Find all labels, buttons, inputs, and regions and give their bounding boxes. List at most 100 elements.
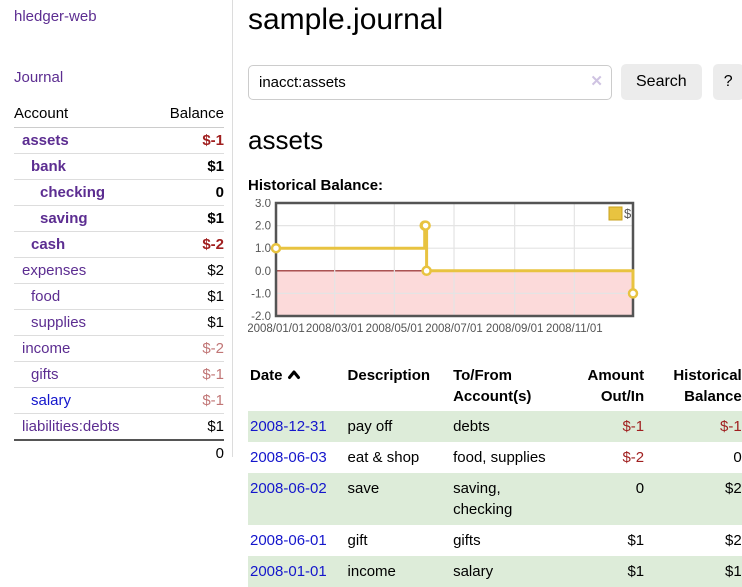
clear-search-icon[interactable]: ✕ [590,72,603,90]
plot-border [274,201,635,318]
transaction-date-link[interactable]: 2008-06-02 [250,480,327,497]
register-header-amount: Amount Out/In [587,367,645,405]
register-header-description: Description [347,367,431,384]
account-row: gifts $-1 [14,361,224,388]
main-content: sample.journal ✕ Search ? assets Histori… [233,0,742,587]
account-link[interactable]: liabilities:debts [22,418,120,435]
x-tick-label: 2008/03/01 [306,323,364,335]
x-tick-label: 2008/07/01 [425,323,483,335]
account-balance: $-1 [152,361,224,388]
account-row: income $-2 [14,335,224,362]
transaction-date-link[interactable]: 2008-12-31 [250,418,327,435]
register-header-date-label: Date [250,367,283,384]
account-row: saving $1 [14,205,224,232]
account-balance: 0 [152,179,224,206]
account-link[interactable]: gifts [31,366,59,383]
account-row: liabilities:debts $1 [14,413,224,440]
transaction-date-link[interactable]: 2008-06-01 [250,532,327,549]
legend-label: $ [624,206,632,221]
app-brand-link[interactable]: hledger-web [14,8,97,25]
transaction-row: 2008-06-01 gift gifts $1 $2 [248,525,742,556]
transaction-date-cell: 2008-06-03 [248,442,346,473]
y-tick-label: -2.0 [251,311,271,323]
transaction-balance: $-1 [720,418,742,435]
register-header-accounts: To/From Account(s) [453,367,532,405]
transaction-row: 2008-12-31 pay off debts $-1 $-1 [248,411,742,442]
transaction-row: 2008-06-03 eat & shop food, supplies $-2 0 [248,442,742,473]
transaction-date-cell: 2008-06-02 [248,473,346,525]
account-balance: $1 [152,283,224,310]
transaction-balance: $2 [725,532,742,549]
transaction-amount: $1 [627,563,645,580]
help-button[interactable]: ? [712,64,742,100]
accounts-header-balance: Balance [169,105,224,122]
accounts-total-row: 0 [14,439,224,466]
register-header-balance: Historical Balance [673,367,742,405]
account-link[interactable]: saving [40,210,88,227]
y-tick-label: 1.0 [255,243,271,255]
account-row: supplies $1 [14,309,224,336]
account-link[interactable]: assets [22,132,69,149]
data-point [270,242,282,254]
transaction-accounts: gifts [453,532,481,549]
accounts-table-body: assets $-1 bank $1 checking 0 saving $1 cash $-2 e… [14,127,224,440]
account-link[interactable]: supplies [31,314,87,331]
transaction-description: income [347,563,396,580]
account-link[interactable]: expenses [22,262,87,279]
y-tick-label: 0.0 [255,266,271,278]
account-row: salary $-1 [14,387,224,414]
transaction-amount: $-2 [622,449,645,466]
sidebar-item-journal[interactable]: Journal [14,69,64,86]
account-balance: $-1 [152,127,224,154]
search-button[interactable]: Search [621,64,702,100]
account-row: checking 0 [14,179,224,206]
account-row: cash $-2 [14,231,224,258]
account-link[interactable]: salary [31,392,72,409]
transaction-amount: $-1 [622,418,645,435]
account-link[interactable]: food [31,288,61,305]
transaction-row: 2008-06-02 save saving, checking 0 $2 [248,473,742,525]
transaction-date-link[interactable]: 2008-01-01 [250,563,327,580]
accounts-table: Account Balance assets $-1 bank $1 checking 0… [14,102,224,466]
page-title: sample.journal [248,3,444,36]
account-balance: $-1 [152,387,224,414]
legend-swatch [608,206,623,221]
account-link[interactable]: bank [31,158,67,175]
data-point [421,265,432,277]
transaction-amount: $1 [627,532,645,549]
search-box: ✕ [248,64,612,100]
x-tick-label: 2008/11/01 [546,323,603,335]
account-balance: $1 [152,205,224,232]
account-row: assets $-1 [14,127,224,154]
register-header-date[interactable]: Date [248,363,346,411]
account-row: food $1 [14,283,224,310]
transaction-accounts: food, supplies [453,449,546,466]
account-balance: $2 [152,257,224,284]
register-table: Date Description To/From Account(s) Amou… [248,363,742,587]
account-balance: $-2 [152,335,224,362]
account-balance: $1 [152,309,224,336]
account-heading: assets [248,125,324,155]
y-tick-label: 2.0 [255,221,271,233]
account-link[interactable]: checking [40,184,106,201]
y-tick-label: -1.0 [251,288,271,300]
transaction-description: save [347,480,380,497]
x-tick-label: 2008/05/01 [366,323,424,335]
y-tick-label: 3.0 [255,199,271,210]
transaction-date-cell: 2008-06-01 [248,525,346,556]
search-form: ✕ Search ? [248,64,742,100]
account-link[interactable]: cash [31,236,66,253]
account-link[interactable]: income [22,340,71,357]
x-tick-label: 2008/01/01 [248,323,305,335]
transaction-accounts: saving, checking [453,480,513,518]
accounts-header-account: Account [14,105,69,122]
account-row: bank $1 [14,153,224,180]
search-input[interactable] [248,64,612,100]
transaction-balance: $1 [725,563,742,580]
transaction-date-link[interactable]: 2008-06-03 [250,449,327,466]
transaction-description: gift [347,532,368,549]
transaction-date-cell: 2008-12-31 [248,411,346,442]
transaction-accounts: salary [453,563,494,580]
transaction-amount: 0 [635,480,645,497]
